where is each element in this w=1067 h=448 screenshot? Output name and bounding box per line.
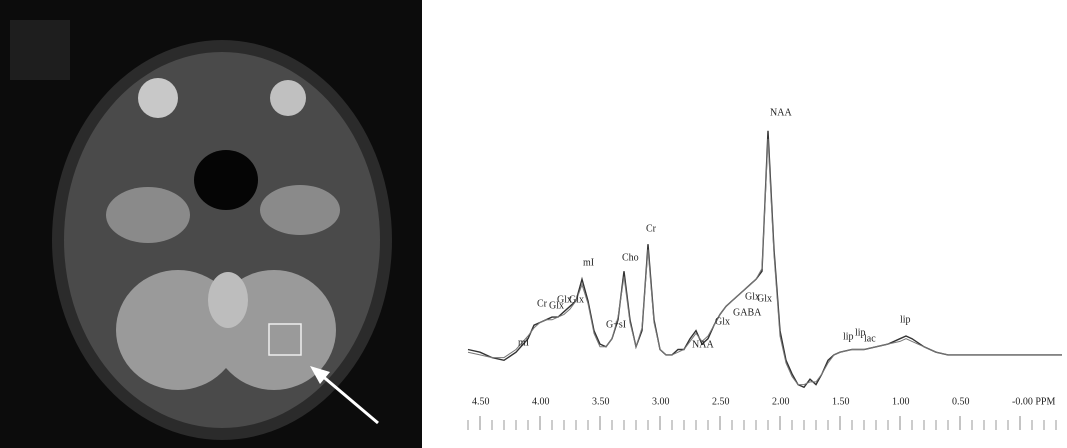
- x-tick-label: 4.00: [532, 396, 550, 407]
- peak-label: Cr: [646, 223, 657, 234]
- x-tick-label: -0.00 PPM: [1012, 396, 1055, 407]
- mri-image: [0, 0, 422, 448]
- peak-label: mI: [518, 337, 529, 348]
- peak-label: Glx: [569, 294, 584, 305]
- x-tick-label: 0.50: [952, 396, 970, 407]
- vermis: [208, 272, 248, 328]
- peak-label: Cho: [622, 252, 639, 263]
- peak-label: NAA: [692, 339, 714, 350]
- page: {"chart_data": {"type": "line", "x": [4.…: [0, 0, 1067, 448]
- peak-label: G+sI: [606, 319, 626, 330]
- spectrum-line: [468, 131, 1062, 388]
- temporal-lobe: [106, 187, 190, 243]
- peak-label: Glx: [715, 316, 730, 327]
- peak-label: GABA: [733, 307, 762, 318]
- spectrum-line: [468, 139, 1062, 385]
- peak-label: lip: [843, 331, 854, 342]
- peak-label: Glx: [757, 293, 772, 304]
- peak-label: Cr: [537, 298, 548, 309]
- eye: [138, 78, 178, 118]
- figure: 4.50 4.00 3.50 3.00 2.50 2.00 1.50 1.00 0.50 -0.0…: [0, 0, 1067, 448]
- x-tick-label: 2.00: [772, 396, 790, 407]
- x-tick-label: 3.50: [592, 396, 610, 407]
- x-tick-label: 4.50: [472, 396, 490, 407]
- peak-label: mI: [583, 257, 594, 268]
- sinus: [194, 150, 258, 210]
- x-tick-label: 2.50: [712, 396, 730, 407]
- temporal-lobe: [260, 185, 340, 235]
- peak-label: lac: [864, 333, 876, 344]
- x-tick-label: 1.00: [892, 396, 910, 407]
- x-tick-label: 3.00: [652, 396, 670, 407]
- x-tick-label: 1.50: [832, 396, 850, 407]
- image-artifact: [10, 20, 70, 80]
- peak-label: lip: [900, 314, 911, 325]
- peak-label: NAA: [770, 107, 792, 118]
- eye: [270, 80, 306, 116]
